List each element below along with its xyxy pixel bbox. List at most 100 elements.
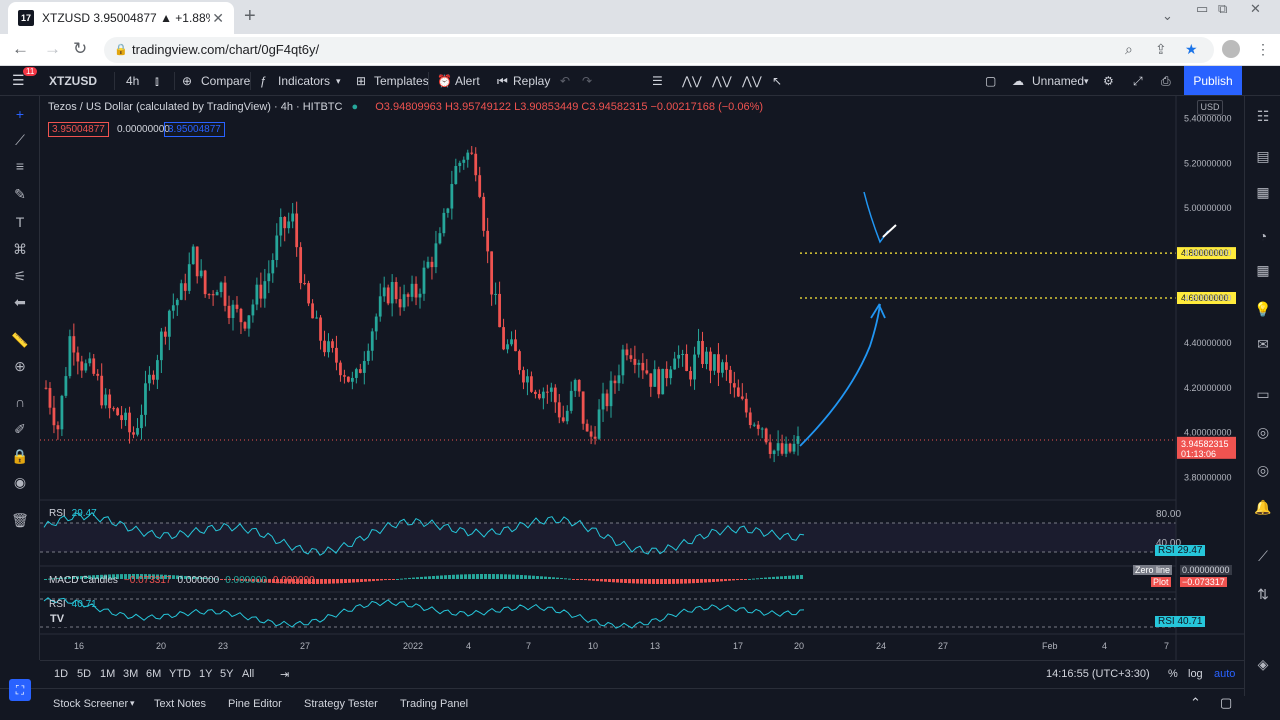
chart-area[interactable]: 4.80000000 4.60000000 5.40000000 5.2000000…: [40, 96, 1244, 660]
tab-search-icon[interactable]: ⌄: [1162, 8, 1173, 23]
currency-selector[interactable]: USD: [1197, 100, 1223, 115]
chat-icon[interactable]: ✉: [1257, 336, 1269, 352]
percent-toggle[interactable]: %: [1168, 668, 1178, 680]
restore-icon[interactable]: ⧉: [1218, 1, 1228, 16]
back-icon[interactable]: ←: [12, 39, 29, 58]
replay-button[interactable]: Replay: [513, 74, 551, 88]
redo-icon[interactable]: ↷: [582, 74, 593, 88]
log-toggle[interactable]: log: [1188, 668, 1203, 680]
pattern-tool-icon[interactable]: ⋀⋁: [682, 74, 702, 88]
xabcd-tool-icon[interactable]: ⋀⋁: [742, 74, 762, 88]
compare-button[interactable]: Compare: [201, 74, 251, 88]
bookmark-star-icon[interactable]: ★: [1185, 41, 1198, 57]
range-1d[interactable]: 1D: [54, 668, 69, 680]
time-axis[interactable]: 16 20 23 27 2022 4 7 10 13 17 20 24 27 Feb 4 7: [74, 641, 1169, 651]
interval-selector[interactable]: 4h: [126, 74, 140, 88]
browser-menu-icon[interactable]: ⋮: [1256, 41, 1270, 57]
reload-icon[interactable]: ↻: [73, 39, 88, 58]
range-6m[interactable]: 6M: [146, 668, 162, 680]
range-all[interactable]: All: [242, 668, 255, 680]
publish-button[interactable]: Publish: [1184, 66, 1242, 95]
rsi-legend[interactable]: RSI 29.47: [49, 508, 97, 519]
pattern-icon[interactable]: ⌘: [13, 241, 27, 257]
notifications-bell-icon[interactable]: 🔔: [1254, 499, 1272, 515]
live-icon[interactable]: ◎: [1256, 462, 1270, 478]
fullscreen-icon[interactable]: ⤢: [1133, 74, 1143, 88]
range-1y[interactable]: 1Y: [199, 668, 213, 680]
new-tab-icon[interactable]: +: [244, 5, 256, 27]
rsi2-legend[interactable]: RSI 40.71: [49, 599, 97, 610]
range-3m[interactable]: 3M: [123, 668, 139, 680]
close-tab-icon[interactable]: ✕: [212, 10, 224, 26]
symbol-search[interactable]: XTZUSD: [49, 74, 97, 88]
user-drawings[interactable]: [799, 191, 897, 447]
layers-icon[interactable]: ◈: [1257, 656, 1269, 672]
trash-icon[interactable]: 🗑: [11, 512, 29, 528]
chevron-down-icon[interactable]: ▾: [1084, 76, 1089, 86]
chat-bubble-icon[interactable]: ▭: [1256, 386, 1270, 402]
range-5y[interactable]: 5Y: [220, 668, 234, 680]
check-mark-drawing[interactable]: [863, 191, 889, 244]
templates-button[interactable]: Templates: [374, 74, 429, 88]
minimize-icon[interactable]: ▭: [1196, 1, 1209, 16]
crosshair-icon[interactable]: +: [15, 106, 25, 122]
chart-type-icon[interactable]: ⫾: [155, 74, 159, 88]
streams-icon[interactable]: ◎: [1256, 424, 1270, 440]
text-tool-icon[interactable]: T: [15, 214, 25, 230]
prediction-icon[interactable]: ⚟: [13, 268, 27, 284]
snapshot-camera-icon[interactable]: ⎙: [1161, 74, 1171, 88]
chevron-down-icon[interactable]: ▾: [336, 76, 341, 86]
tradingview-logo[interactable]: TV: [50, 613, 70, 627]
browser-tab[interactable]: 17 XTZUSD 3.95004877 ▲ +1.88% U ✕: [8, 2, 234, 34]
forward-icon[interactable]: →: [44, 39, 61, 58]
stay-drawing-icon[interactable]: ✐: [14, 421, 26, 437]
trend-line-icon[interactable]: ⟋: [15, 132, 25, 148]
hotlist-icon[interactable]: ◔: [1258, 228, 1268, 244]
tab-stock-screener[interactable]: Stock Screener: [53, 698, 129, 710]
price-axis[interactable]: 5.40000000 5.20000000 5.00000000 4.80000000…: [1177, 113, 1236, 483]
wave-tool-icon[interactable]: ⋀⋁: [712, 74, 732, 88]
chart-trend-icon[interactable]: ⟋: [1258, 548, 1268, 564]
zoom-in-icon[interactable]: ⊕: [14, 358, 26, 374]
fib-retracement-icon[interactable]: ≡: [15, 158, 25, 174]
share-icon[interactable]: ⇪: [1155, 41, 1167, 57]
arrow-left-icon[interactable]: ⬅: [14, 294, 26, 310]
menu-icon[interactable]: ☰: [12, 72, 25, 88]
eye-icon[interactable]: ◉: [13, 474, 27, 490]
indicators-button[interactable]: Indicators: [278, 74, 331, 88]
undo-icon[interactable]: ↶: [560, 74, 571, 88]
chevron-up-icon[interactable]: ⌃: [1190, 695, 1201, 710]
clock-timezone[interactable]: 14:16:55 (UTC+3:30): [1046, 668, 1150, 680]
lock-drawings-icon[interactable]: 🔒: [11, 448, 29, 464]
profile-avatar[interactable]: [1222, 40, 1240, 58]
range-5d[interactable]: 5D: [77, 668, 92, 680]
chevron-down-icon[interactable]: ▾: [130, 698, 135, 708]
goto-date-icon[interactable]: ⇥: [280, 669, 290, 681]
sell-price[interactable]: 3.95004877: [48, 122, 109, 137]
blue-arrow-curve[interactable]: [799, 303, 881, 447]
layout-icon[interactable]: ▢: [985, 74, 997, 88]
calendar-icon[interactable]: ▦: [1256, 262, 1270, 278]
symbol-legend[interactable]: Tezos / US Dollar (calculated by Trading…: [48, 101, 763, 113]
news-icon[interactable]: ▦: [1256, 184, 1270, 200]
auto-toggle[interactable]: auto: [1214, 668, 1236, 680]
url-input[interactable]: 🔒 tradingview.com/chart/0gF4qt6y/: [104, 37, 1214, 63]
ruler-icon[interactable]: 📏: [11, 332, 29, 348]
range-ytd[interactable]: YTD: [169, 668, 191, 680]
data-window-icon[interactable]: ▤: [1256, 148, 1270, 164]
screener-icon[interactable]: ⛶: [9, 679, 31, 701]
drawing-tool-icon[interactable]: ☰: [652, 74, 663, 88]
horizontal-lines[interactable]: 4.80000000 4.60000000: [800, 247, 1236, 304]
tab-trading-panel[interactable]: Trading Panel: [400, 698, 469, 710]
brush-icon[interactable]: ✎: [14, 186, 26, 202]
tab-strategy-tester[interactable]: Strategy Tester: [304, 698, 378, 710]
magnet-icon[interactable]: ∩: [14, 394, 26, 410]
cursor-icon[interactable]: ↖: [772, 74, 783, 88]
zoom-icon[interactable]: ⌕: [1125, 41, 1133, 57]
order-panel-icon[interactable]: ⇅: [1257, 586, 1269, 602]
maximize-panel-icon[interactable]: ▢: [1220, 695, 1233, 710]
buy-price[interactable]: 3.95004877: [164, 122, 225, 137]
alert-button[interactable]: Alert: [455, 74, 480, 88]
window-close-icon[interactable]: ✕: [1250, 1, 1261, 16]
watchlist-icon[interactable]: ☷: [1256, 108, 1270, 124]
